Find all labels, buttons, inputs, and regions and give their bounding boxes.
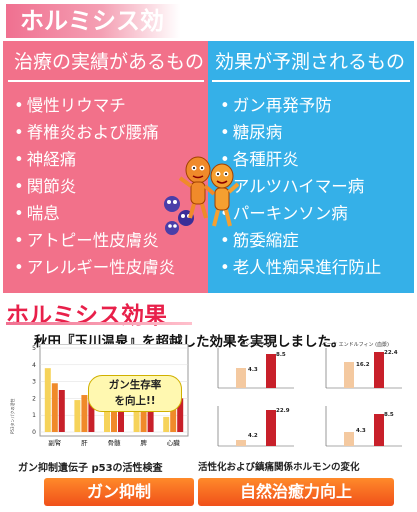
value-low: 16.2	[356, 362, 370, 368]
chart-bar	[74, 400, 81, 432]
hormone-chart-caption: 活性化および鎮痛関係ホルモンの変化	[198, 462, 360, 473]
hormone-panel: 4.2 22.9	[196, 400, 302, 458]
chart-bar	[170, 408, 177, 432]
survival-rate-callout: ガン生存率 を向上!!	[88, 375, 182, 412]
chart-bar	[118, 396, 124, 432]
x-category-label: 心臓	[167, 438, 181, 447]
cancer-suppression-button[interactable]: ガン抑制	[44, 478, 194, 506]
bar-after	[374, 414, 384, 446]
treated-heading: 治療の実績があるもの	[14, 51, 205, 73]
list-item: 各種肝炎	[220, 146, 381, 173]
callout-line1: ガン生存率	[108, 379, 162, 391]
y-axis-caption: P53タンパクの活性	[10, 398, 15, 434]
chart-bar	[51, 383, 58, 432]
y-tick-label: 4	[32, 362, 36, 369]
list-item: 関節炎	[14, 173, 175, 200]
orange-figure-icon	[178, 156, 216, 219]
treated-heading-divider	[8, 80, 204, 82]
x-category-label: 脾	[140, 438, 147, 447]
value-high: 22.4	[384, 350, 398, 356]
panel-title: インシュリン	[240, 342, 271, 348]
p53-chart-caption: ガン抑制遺伝子 p53の活性検査	[18, 463, 163, 474]
list-item: 筋委縮症	[220, 227, 381, 254]
chart-bar	[81, 395, 88, 432]
x-axis-categories: 副腎 肝 骨髄 脾 心臓	[48, 438, 180, 447]
list-item: 慢性リウマチ	[14, 92, 175, 119]
expected-list: ガン再発予防 糖尿病 各種肝炎 アルツハイマー病 パーキンソン病 筋委縮症 老人…	[220, 92, 382, 281]
hormone-panel: ベータ エンドルフィン (血漿) 16.2 22.4	[304, 340, 410, 398]
panel-title: ベータ エンドルフィン (血漿)	[322, 342, 389, 348]
cartoon-figures-illustration	[164, 156, 240, 235]
callout-line2: を向上!!	[114, 395, 156, 407]
value-high: 22.9	[276, 408, 290, 414]
chart-bar	[104, 393, 110, 432]
x-category-label: 副腎	[48, 438, 62, 447]
natural-healing-button[interactable]: 自然治癒力向上	[198, 478, 394, 506]
value-low: 4.3	[356, 428, 366, 434]
y-tick-label: 3	[32, 379, 36, 386]
expected-heading-divider	[212, 80, 410, 82]
list-item: 脊椎炎および腰痛	[14, 119, 175, 146]
list-item: アルツハイマー病	[220, 173, 381, 200]
list-item: 老人性痴呆進行防止	[220, 254, 382, 281]
hormone-panel: インシュリン 4.3 8.5	[196, 340, 302, 398]
treated-list: 慢性リウマチ 脊椎炎および腰痛 神経痛 関節炎 喘息 アトピー性皮膚炎 アレルギ…	[14, 92, 176, 281]
chart-bar	[133, 406, 140, 432]
title-underline	[6, 322, 192, 325]
y-tick-label: 2	[32, 395, 36, 402]
bar-after	[266, 354, 276, 388]
bar-before	[236, 368, 246, 388]
bar-after	[266, 410, 276, 446]
list-item: 喘息	[14, 200, 175, 227]
list-item: アレルギー性皮膚炎	[14, 254, 176, 281]
x-category-label: 骨髄	[108, 438, 122, 447]
chart-bar	[58, 390, 65, 432]
bar-after	[374, 352, 384, 388]
chart-bar	[177, 398, 184, 432]
list-item: アトピー性皮膚炎	[14, 227, 175, 254]
list-item: 神経痛	[14, 146, 175, 173]
chart-bar	[163, 416, 170, 432]
y-tick-label: 5	[32, 345, 36, 352]
list-item: ガン再発予防	[220, 92, 381, 119]
bar-before	[236, 440, 246, 446]
bar-before	[344, 362, 354, 388]
value-low: 4.3	[248, 367, 258, 373]
y-tick-label: 0	[32, 429, 36, 436]
hormone-panel: 4.3 8.5	[304, 400, 410, 458]
bar-before	[344, 432, 354, 446]
value-high: 8.5	[276, 352, 286, 358]
chart-bar	[44, 368, 51, 432]
chart-bar	[88, 388, 95, 432]
value-low: 4.2	[248, 433, 258, 439]
expected-heading: 効果が予測されるもの	[215, 51, 406, 73]
orange-figure-icon	[210, 163, 240, 227]
x-category-label: 肝	[81, 439, 88, 447]
hormone-charts-grid: インシュリン 4.3 8.5 ベータ エンドルフィン (血漿) 16.2 22.…	[196, 340, 412, 458]
list-item: 糖尿病	[220, 119, 381, 146]
page-title-hormesis: ホルミシス効果	[6, 4, 180, 69]
value-high: 8.5	[384, 412, 394, 418]
y-tick-label: 1	[32, 412, 36, 419]
chart-bar	[111, 410, 117, 432]
list-item: パーキンソン病	[220, 200, 381, 227]
